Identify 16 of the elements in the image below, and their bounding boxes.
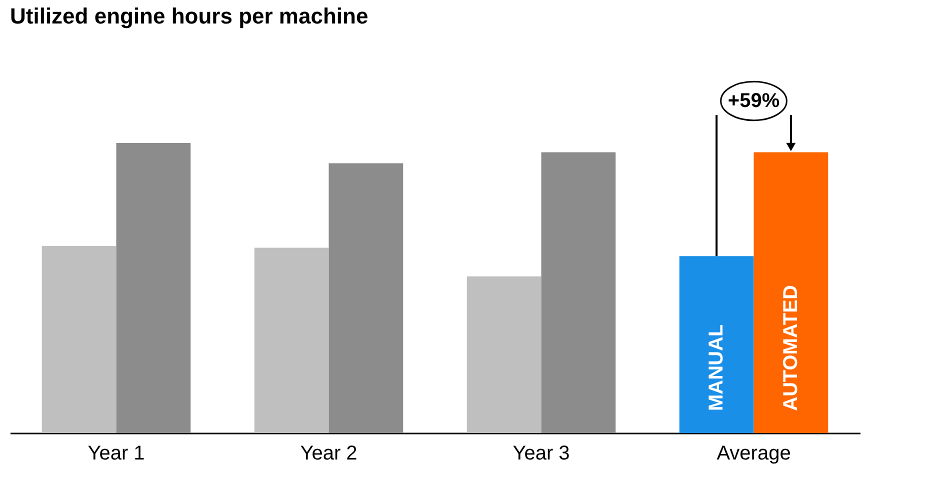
x-tick-label: Year 1: [88, 442, 145, 464]
series-label: MANUAL: [706, 324, 728, 411]
chart-title: Utilized engine hours per machine: [10, 4, 368, 29]
bar: [254, 248, 329, 433]
x-tick-label: Year 2: [300, 442, 358, 464]
x-tick-label: Year 3: [512, 442, 570, 464]
bar: [679, 256, 754, 433]
bar: [541, 152, 616, 433]
bar: [754, 152, 828, 433]
text: +59%: [728, 90, 780, 112]
bar: [42, 246, 116, 433]
bar: [466, 276, 542, 433]
bar: [116, 143, 191, 433]
x-tick-label: Average: [716, 442, 791, 464]
bar: [328, 163, 404, 433]
series-label: AUTOMATED: [780, 285, 802, 411]
